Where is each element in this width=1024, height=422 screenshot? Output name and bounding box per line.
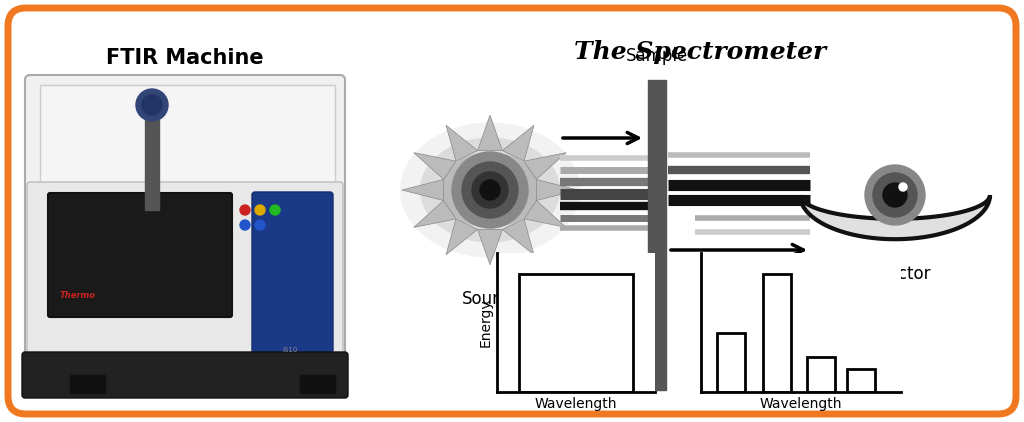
FancyBboxPatch shape xyxy=(27,182,343,358)
Circle shape xyxy=(240,220,250,230)
Ellipse shape xyxy=(420,138,560,243)
FancyBboxPatch shape xyxy=(252,192,333,353)
Circle shape xyxy=(873,173,918,217)
Circle shape xyxy=(452,152,528,228)
Bar xyxy=(763,274,792,392)
Polygon shape xyxy=(402,179,443,200)
FancyBboxPatch shape xyxy=(48,193,232,317)
Polygon shape xyxy=(414,153,456,179)
Polygon shape xyxy=(524,200,566,227)
Text: Source: Source xyxy=(462,290,518,308)
Circle shape xyxy=(240,205,250,215)
Ellipse shape xyxy=(400,122,580,257)
Polygon shape xyxy=(477,115,503,151)
Polygon shape xyxy=(446,125,477,161)
Circle shape xyxy=(255,220,265,230)
Text: Detector: Detector xyxy=(859,265,931,283)
FancyBboxPatch shape xyxy=(22,352,348,398)
X-axis label: Wavelength: Wavelength xyxy=(760,397,843,411)
Bar xyxy=(519,274,633,392)
Circle shape xyxy=(462,162,518,218)
Text: The Spectrometer: The Spectrometer xyxy=(573,40,826,64)
Ellipse shape xyxy=(440,152,540,227)
Text: iS10: iS10 xyxy=(283,347,298,353)
Circle shape xyxy=(472,172,508,208)
FancyBboxPatch shape xyxy=(25,75,345,375)
Text: Thermo: Thermo xyxy=(60,290,96,300)
X-axis label: Wavelength: Wavelength xyxy=(535,397,617,411)
Bar xyxy=(847,369,876,392)
Polygon shape xyxy=(537,179,578,200)
Bar xyxy=(70,375,105,393)
Polygon shape xyxy=(446,219,477,255)
Circle shape xyxy=(136,89,168,121)
Bar xyxy=(807,357,836,392)
Bar xyxy=(300,375,335,393)
Circle shape xyxy=(899,183,907,191)
Polygon shape xyxy=(524,153,566,179)
Bar xyxy=(648,80,666,390)
Text: Sample: Sample xyxy=(626,47,688,65)
FancyBboxPatch shape xyxy=(8,8,1016,414)
Circle shape xyxy=(270,205,280,215)
Circle shape xyxy=(142,95,162,115)
Bar xyxy=(145,110,159,210)
Y-axis label: Energy: Energy xyxy=(478,298,493,347)
Circle shape xyxy=(480,180,500,200)
Text: FTIR Machine: FTIR Machine xyxy=(106,48,264,68)
Polygon shape xyxy=(503,219,534,255)
Polygon shape xyxy=(477,230,503,265)
Polygon shape xyxy=(414,200,456,227)
Circle shape xyxy=(883,183,907,207)
Circle shape xyxy=(255,205,265,215)
Bar xyxy=(718,333,745,392)
Polygon shape xyxy=(503,125,534,161)
Polygon shape xyxy=(40,85,335,185)
Polygon shape xyxy=(800,195,990,239)
Circle shape xyxy=(865,165,925,225)
